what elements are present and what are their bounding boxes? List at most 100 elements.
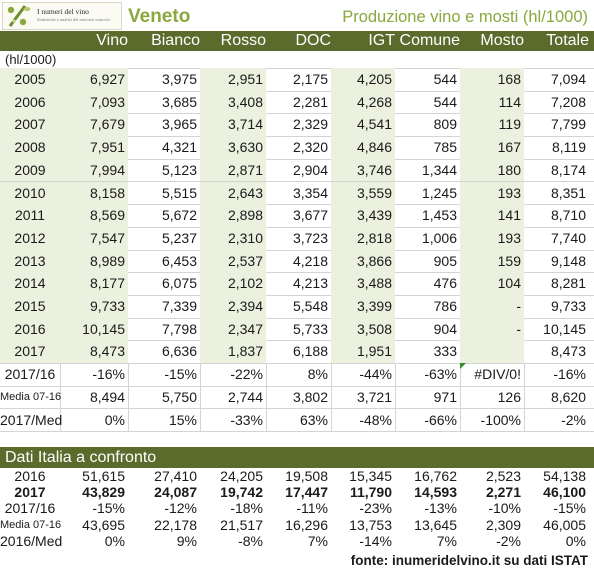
table-cell: -11%: [296, 500, 328, 517]
cell-shading: [460, 317, 524, 341]
table-cell: 14,593: [414, 484, 457, 501]
table-cell: 4,541: [356, 116, 392, 133]
table-cell: 2,744: [227, 388, 263, 405]
table-cell: 2,281: [292, 93, 328, 110]
cell-shading: [460, 204, 524, 227]
table-cell: 2,329: [292, 116, 328, 133]
table-cell: 2,537: [227, 252, 263, 269]
cell-shading: [200, 113, 266, 137]
cell-shading: [60, 158, 128, 182]
table-cell: 3,408: [227, 93, 263, 110]
table-cell: 3,723: [292, 229, 328, 246]
column-header-comune: Comune: [399, 32, 460, 49]
table-cell: #DIV/0!: [474, 366, 521, 383]
row-label: 2015: [14, 298, 46, 314]
row-label: 2017/16: [4, 366, 56, 383]
row-label: 2016: [14, 468, 46, 484]
table-cell: 3,630: [227, 139, 263, 156]
table-cell: -: [516, 320, 521, 337]
table-cell: 7%: [307, 532, 328, 549]
table-cell: 9%: [176, 532, 197, 549]
cell-shading: [460, 68, 524, 91]
table-cell: 7,093: [89, 93, 125, 110]
table-cell: 7,799: [550, 116, 586, 133]
table-cell: 6,075: [161, 275, 197, 292]
row-label: 2009: [14, 161, 46, 178]
table-cell: 3,559: [356, 184, 392, 201]
table-cell: 119: [498, 116, 521, 133]
table-cell: 8,158: [89, 184, 125, 201]
row-label: 2017: [14, 343, 46, 360]
table-cell: 3,714: [227, 116, 263, 133]
table-cell: 19,508: [285, 468, 328, 484]
row-label: 2006: [14, 93, 46, 110]
table-cell: 24,205: [220, 468, 263, 484]
table-cell: 0%: [104, 532, 125, 549]
table-cell: 2,309: [485, 516, 521, 533]
cell-shading: [200, 204, 266, 227]
row-label: 2014: [14, 275, 46, 292]
table-cell: 16,296: [285, 516, 328, 533]
column-divider: [524, 363, 525, 386]
table-cell: 6,636: [161, 343, 197, 360]
table-cell: 809: [433, 116, 457, 133]
grape-percent-logo-icon: [7, 5, 31, 27]
table-row: 2014 8,177 6,075 2,102 4,213 3,488 476 104 8,281: [0, 272, 594, 296]
column-divider: [200, 363, 201, 386]
table-cell: 544: [433, 71, 457, 87]
table-cell: 4,268: [356, 93, 392, 110]
table-cell: -33%: [230, 411, 263, 428]
cell-shading: [460, 272, 524, 295]
units-label: (hl/1000): [5, 52, 57, 67]
cell-shading: [200, 249, 266, 273]
table-cell: 17,447: [285, 484, 328, 501]
table-cell: 16,762: [414, 468, 457, 484]
table-cell: 3,975: [161, 71, 197, 87]
units-row: (hl/1000): [0, 51, 594, 69]
column-divider: [266, 363, 267, 386]
cell-shading: [0, 295, 60, 318]
table-cell: 3,508: [356, 320, 392, 337]
cell-shading: [460, 181, 524, 205]
table-cell: -10%: [488, 500, 521, 517]
table-cell: 6,927: [89, 71, 125, 87]
table-cell: 904: [433, 320, 457, 337]
site-logo[interactable]: I numeri del vino Statistiche e analisi …: [2, 2, 122, 30]
table-cell: 0%: [104, 411, 125, 428]
table-cell: 13,645: [414, 516, 457, 533]
cell-shading: [60, 249, 128, 273]
table-cell: -12%: [164, 500, 197, 517]
table-row: 2011 8,569 5,672 2,898 3,677 3,439 1,453 141 8,7…: [0, 204, 594, 228]
table-cell: 2,320: [292, 139, 328, 156]
italia-table-row: 2017 43,829 24,087 19,742 17,447 11,790 14,593…: [0, 484, 594, 500]
table-cell: 8%: [307, 366, 328, 383]
table-cell: 7%: [436, 532, 457, 549]
table-cell: 5,237: [161, 229, 197, 246]
table-cell: 5,515: [161, 184, 197, 201]
column-divider: [266, 385, 267, 409]
cell-shading: [200, 340, 266, 364]
cell-shading: [0, 68, 60, 91]
table-cell: -18%: [230, 500, 263, 517]
cell-shading: [60, 204, 128, 227]
cell-shading: [60, 136, 128, 159]
italia-table-row: 2016 51,615 27,410 24,205 19,508 15,345 16,762…: [0, 468, 594, 484]
table-cell: 3,439: [356, 207, 392, 224]
cell-shading: [200, 136, 266, 159]
table-cell: -100%: [480, 411, 521, 428]
column-divider: [395, 363, 396, 386]
table-row: 2017 8,473 6,636 1,837 6,188 1,951 333 8,473: [0, 340, 594, 365]
column-divider: [460, 408, 461, 432]
column-divider: [331, 363, 332, 386]
row-label: 2017/Med: [0, 411, 63, 428]
table-cell: 9,733: [550, 298, 586, 314]
table-row: 2009 7,994 5,123 2,871 2,904 3,746 1,344 180 8,1…: [0, 158, 594, 183]
table-cell: 971: [433, 388, 457, 405]
italia-table-row: 2016/Med 0% 9% -8% 7% -14% 7% -2% 0%: [0, 533, 594, 549]
table-cell: 5,750: [161, 388, 197, 405]
table-cell: 333: [433, 343, 457, 360]
table-cell: 4,213: [292, 275, 328, 292]
table-cell: 54,138: [543, 468, 586, 484]
table-cell: 7,994: [89, 161, 125, 178]
cell-shading: [0, 204, 60, 227]
